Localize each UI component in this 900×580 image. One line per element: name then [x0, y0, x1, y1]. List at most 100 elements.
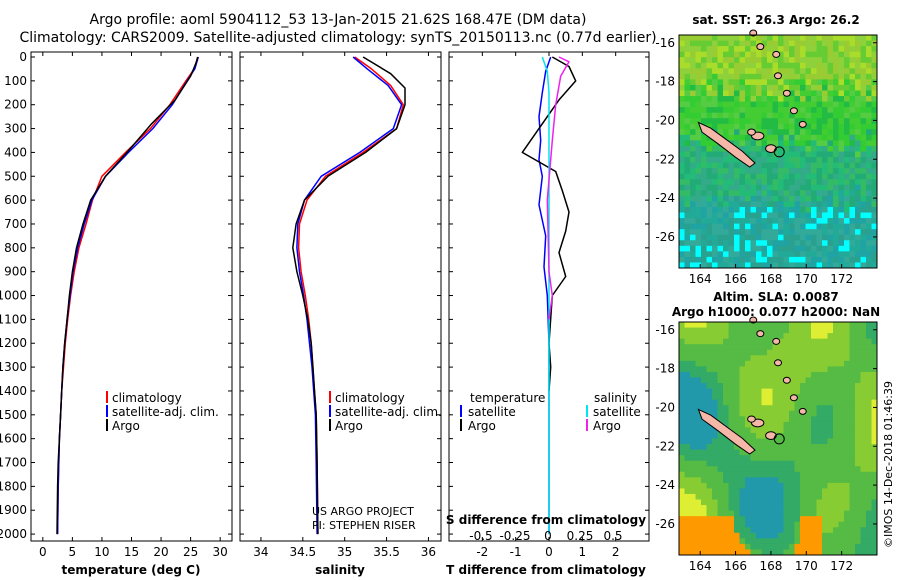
map-cell: [822, 322, 828, 328]
map-cell: [745, 549, 751, 556]
map-cell: [849, 62, 856, 69]
map-cell: [816, 129, 823, 136]
map-cell: [800, 190, 806, 197]
map-cell: [855, 322, 861, 328]
map-cell: [783, 57, 790, 64]
map-cell: [684, 73, 691, 80]
map-cell: [734, 327, 740, 334]
map-cell: [866, 157, 872, 163]
credit-project: US ARGO PROJECT: [312, 505, 414, 518]
map-cell: [860, 123, 867, 130]
map-cell: [783, 46, 790, 53]
map-cell: [778, 349, 784, 356]
map-cell: [772, 355, 779, 362]
map-cell: [860, 35, 867, 41]
map-cell: [767, 410, 773, 417]
map-cell: [838, 444, 845, 450]
map-cell: [695, 505, 702, 512]
map-cell: [866, 162, 872, 169]
map-cell: [706, 344, 713, 351]
map-cell: [772, 521, 779, 528]
map-cell: [690, 427, 696, 434]
map-cell: [734, 371, 740, 378]
map-cell: [778, 488, 784, 495]
map-cell: [750, 140, 757, 147]
map-cell: [767, 101, 773, 108]
map-cell: [855, 399, 861, 406]
map-cell: [778, 134, 784, 141]
map-cell: [860, 449, 867, 456]
map-cell: [701, 57, 707, 64]
map-cell: [767, 90, 773, 97]
map-cell: [805, 84, 812, 91]
map-cell: [761, 84, 768, 91]
map-cell: [684, 421, 691, 428]
map-cell: [712, 118, 718, 125]
map-cell: [739, 201, 746, 208]
legend-climatology-label: climatology: [335, 391, 405, 405]
map-cell: [712, 410, 718, 417]
map-cell: [849, 168, 856, 175]
map-cell: [794, 505, 801, 512]
map-cell: [866, 532, 872, 539]
map-cell: [690, 527, 696, 534]
map-cell: [811, 118, 817, 125]
map-cell: [844, 134, 850, 141]
map-cell: [860, 355, 867, 362]
map-cell: [833, 118, 839, 125]
map-cell: [701, 195, 707, 202]
map-cell: [778, 405, 784, 412]
map-cell: [690, 179, 696, 186]
map-cell: [706, 383, 713, 389]
map-cell: [739, 240, 746, 247]
map-cell: [794, 123, 801, 130]
map-cell: [800, 234, 806, 241]
map-cell: [728, 84, 735, 91]
map-cell: [838, 532, 845, 539]
map-cell: [690, 90, 696, 97]
map-cell: [761, 162, 768, 169]
map-cell: [822, 162, 828, 169]
map-cell: [866, 477, 872, 484]
series-line-climatology: [56, 56, 199, 535]
map-cell: [822, 118, 828, 125]
map-cell: [816, 383, 823, 389]
map-cell: [805, 460, 812, 467]
map-cell: [745, 96, 751, 102]
vanuatu-island: [772, 50, 781, 58]
map-cell: [728, 322, 735, 328]
map-cell: [805, 322, 812, 328]
map-cell: [816, 184, 823, 191]
map-cell: [690, 223, 696, 230]
map-cell: [745, 168, 751, 175]
map-cell: [684, 206, 691, 213]
map-cell: [838, 112, 845, 119]
map-cell: [871, 206, 878, 213]
map-cell: [794, 112, 801, 119]
map-cell: [789, 344, 795, 351]
map-cell: [712, 201, 718, 208]
map-cell: [860, 399, 867, 406]
map-cell: [772, 162, 779, 169]
map-cell: [811, 383, 817, 389]
map-cell: [772, 383, 779, 389]
map-cell: [838, 57, 845, 64]
map-cell: [838, 118, 845, 125]
map-cell: [783, 466, 790, 473]
map-cell: [805, 123, 812, 130]
map-cell: [745, 333, 751, 340]
map-cell: [734, 168, 740, 175]
map-cell: [783, 101, 790, 108]
map-cell: [778, 333, 784, 340]
map-cell: [706, 40, 713, 47]
map-cell: [723, 240, 729, 247]
map-cell: [701, 466, 707, 473]
map-cell: [712, 532, 718, 539]
map-cell: [783, 388, 790, 395]
map-cell: [811, 410, 817, 417]
map-cell: [789, 510, 795, 517]
map-cell: [789, 140, 795, 147]
map-cell: [805, 184, 812, 191]
map-cell: [761, 179, 768, 186]
map-cell: [695, 543, 702, 550]
